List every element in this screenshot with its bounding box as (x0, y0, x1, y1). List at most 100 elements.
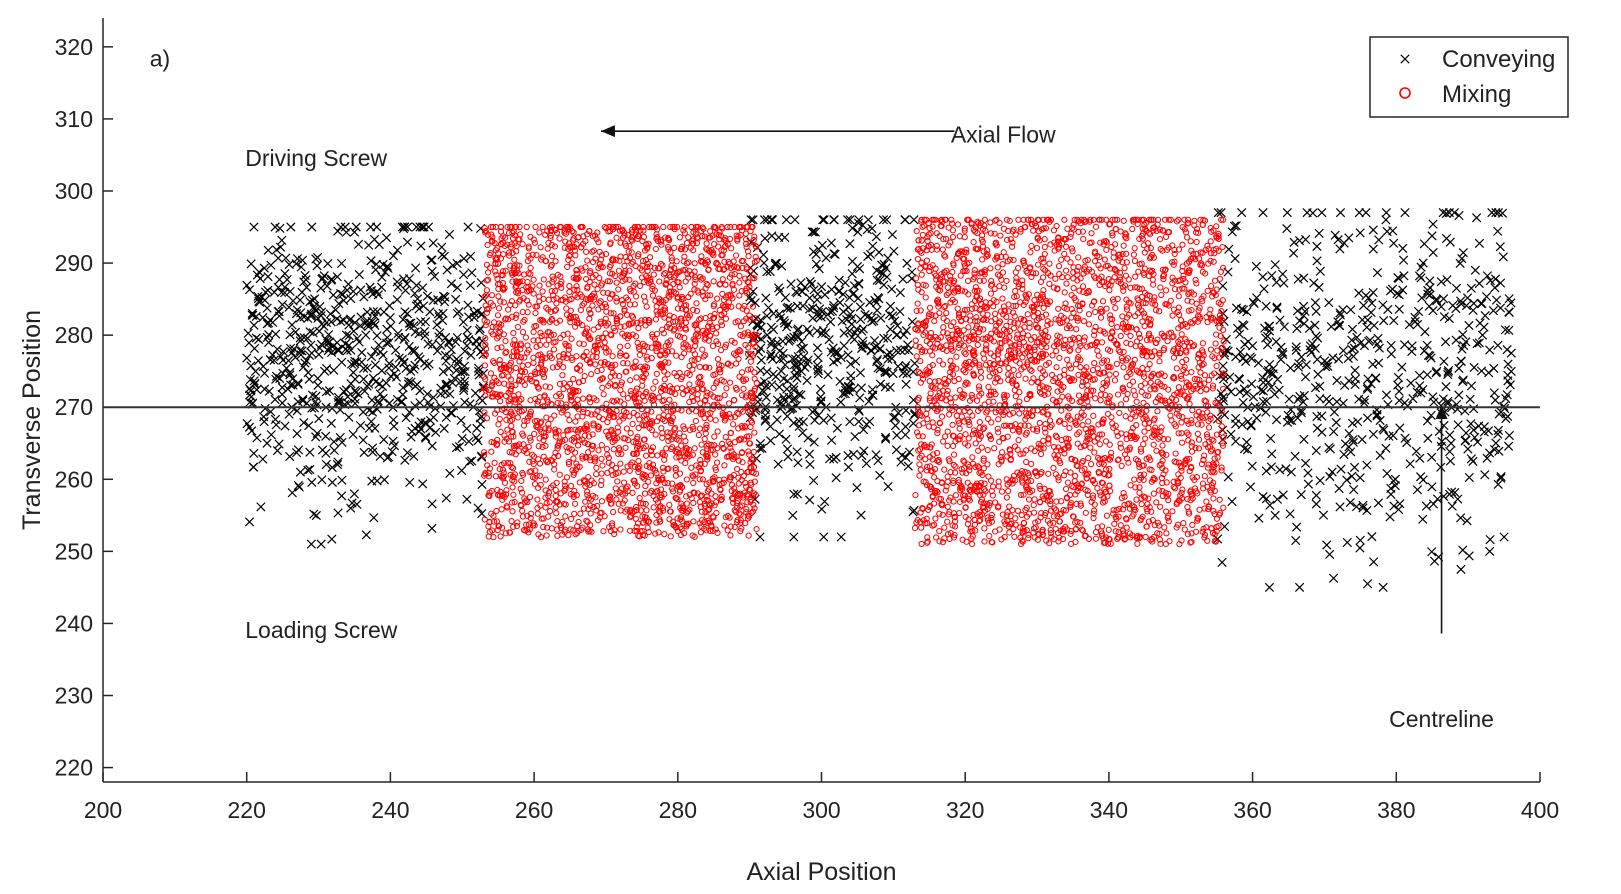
data-point-mixing (555, 442, 562, 449)
data-point-conveying (410, 360, 420, 370)
data-point-mixing (508, 518, 515, 525)
data-point-mixing (556, 235, 563, 242)
data-point-mixing (689, 393, 696, 401)
data-point-conveying (843, 302, 854, 313)
data-point-mixing (635, 251, 642, 258)
data-point-mixing (646, 317, 653, 324)
data-point-conveying (1226, 429, 1236, 439)
data-point-mixing (497, 428, 504, 436)
data-point-conveying (844, 326, 855, 336)
data-point-mixing (710, 278, 717, 285)
data-point-conveying (1504, 294, 1514, 304)
data-point-conveying (815, 384, 826, 394)
data-point-mixing (735, 233, 742, 240)
data-point-conveying (1443, 367, 1453, 377)
data-point-mixing (973, 314, 980, 321)
data-point-mixing (966, 397, 974, 404)
data-point-conveying (1238, 353, 1249, 363)
data-point-mixing (617, 526, 624, 533)
data-point-mixing (627, 512, 634, 519)
data-point-mixing (599, 264, 606, 271)
data-point-mixing (506, 449, 513, 456)
data-point-conveying (259, 412, 269, 422)
data-point-conveying (805, 495, 815, 505)
data-point-conveying (473, 436, 483, 446)
data-point-conveying (1230, 254, 1240, 264)
data-point-mixing (697, 315, 705, 322)
data-point-mixing (655, 529, 662, 536)
data-point-mixing (694, 490, 701, 497)
data-point-mixing (551, 412, 558, 419)
data-point-conveying (333, 508, 343, 518)
data-point-conveying (1361, 207, 1371, 218)
data-point-mixing (694, 326, 701, 333)
data-point-conveying (1370, 373, 1380, 383)
data-point-conveying (288, 296, 298, 306)
data-point-conveying (1294, 582, 1305, 593)
data-point-conveying (1323, 361, 1333, 371)
data-point-conveying (848, 449, 859, 459)
data-point-conveying (1342, 537, 1352, 548)
data-point-mixing (700, 353, 707, 360)
data-point-conveying (909, 215, 919, 225)
data-point-mixing (620, 391, 627, 398)
data-point-mixing (579, 322, 586, 329)
data-point-conveying (358, 407, 368, 417)
data-point-mixing (546, 499, 553, 506)
data-point-mixing (486, 489, 493, 496)
data-point-conveying (440, 292, 450, 302)
data-point-conveying (1369, 557, 1379, 567)
data-point-mixing (584, 491, 591, 498)
data-point-conveying (303, 465, 313, 475)
data-point-mixing (525, 529, 532, 536)
data-point-mixing (562, 526, 569, 533)
data-point-mixing (552, 338, 559, 346)
data-point-mixing (737, 323, 744, 330)
data-point-conveying (1292, 323, 1302, 334)
data-point-mixing (742, 520, 749, 527)
data-point-conveying (1440, 337, 1451, 347)
data-point-conveying (1506, 366, 1516, 376)
data-point-mixing (529, 251, 536, 258)
data-point-conveying (1439, 356, 1449, 366)
data-point-conveying (802, 324, 812, 334)
data-point-mixing (702, 396, 709, 404)
data-point-mixing (514, 414, 521, 421)
data-point-conveying (1248, 297, 1258, 307)
data-point-mixing (525, 252, 532, 259)
data-point-mixing (951, 531, 958, 538)
data-point-mixing (965, 435, 972, 442)
data-point-mixing (611, 383, 619, 390)
data-point-mixing (491, 518, 498, 525)
data-point-mixing (605, 320, 612, 327)
data-point-mixing (670, 433, 677, 440)
data-point-conveying (1272, 494, 1283, 504)
data-point-mixing (543, 500, 550, 507)
data-point-mixing (746, 316, 753, 323)
data-point-conveying (251, 333, 261, 343)
data-point-conveying (1266, 382, 1276, 392)
data-point-conveying (402, 237, 413, 247)
data-point-mixing (713, 231, 720, 238)
data-point-conveying (463, 222, 473, 232)
data-point-conveying (373, 290, 383, 300)
data-point-mixing (1106, 287, 1113, 294)
data-point-mixing (529, 283, 536, 290)
data-point-mixing (752, 491, 759, 498)
data-point-mixing (728, 495, 736, 502)
data-point-conveying (406, 432, 416, 442)
data-point-mixing (690, 336, 697, 343)
data-point-mixing (482, 376, 489, 383)
data-point-mixing (494, 260, 502, 267)
data-point-mixing (567, 319, 574, 326)
data-point-conveying (1300, 458, 1311, 468)
data-point-conveying (1269, 389, 1280, 399)
data-point-conveying (1349, 484, 1359, 495)
data-point-mixing (607, 500, 614, 507)
data-point-conveying (1438, 207, 1448, 218)
data-point-mixing (518, 489, 526, 496)
data-point-conveying (900, 344, 910, 355)
data-point-mixing (1143, 296, 1151, 303)
data-point-mixing (1007, 236, 1014, 243)
data-point-conveying (855, 368, 866, 378)
